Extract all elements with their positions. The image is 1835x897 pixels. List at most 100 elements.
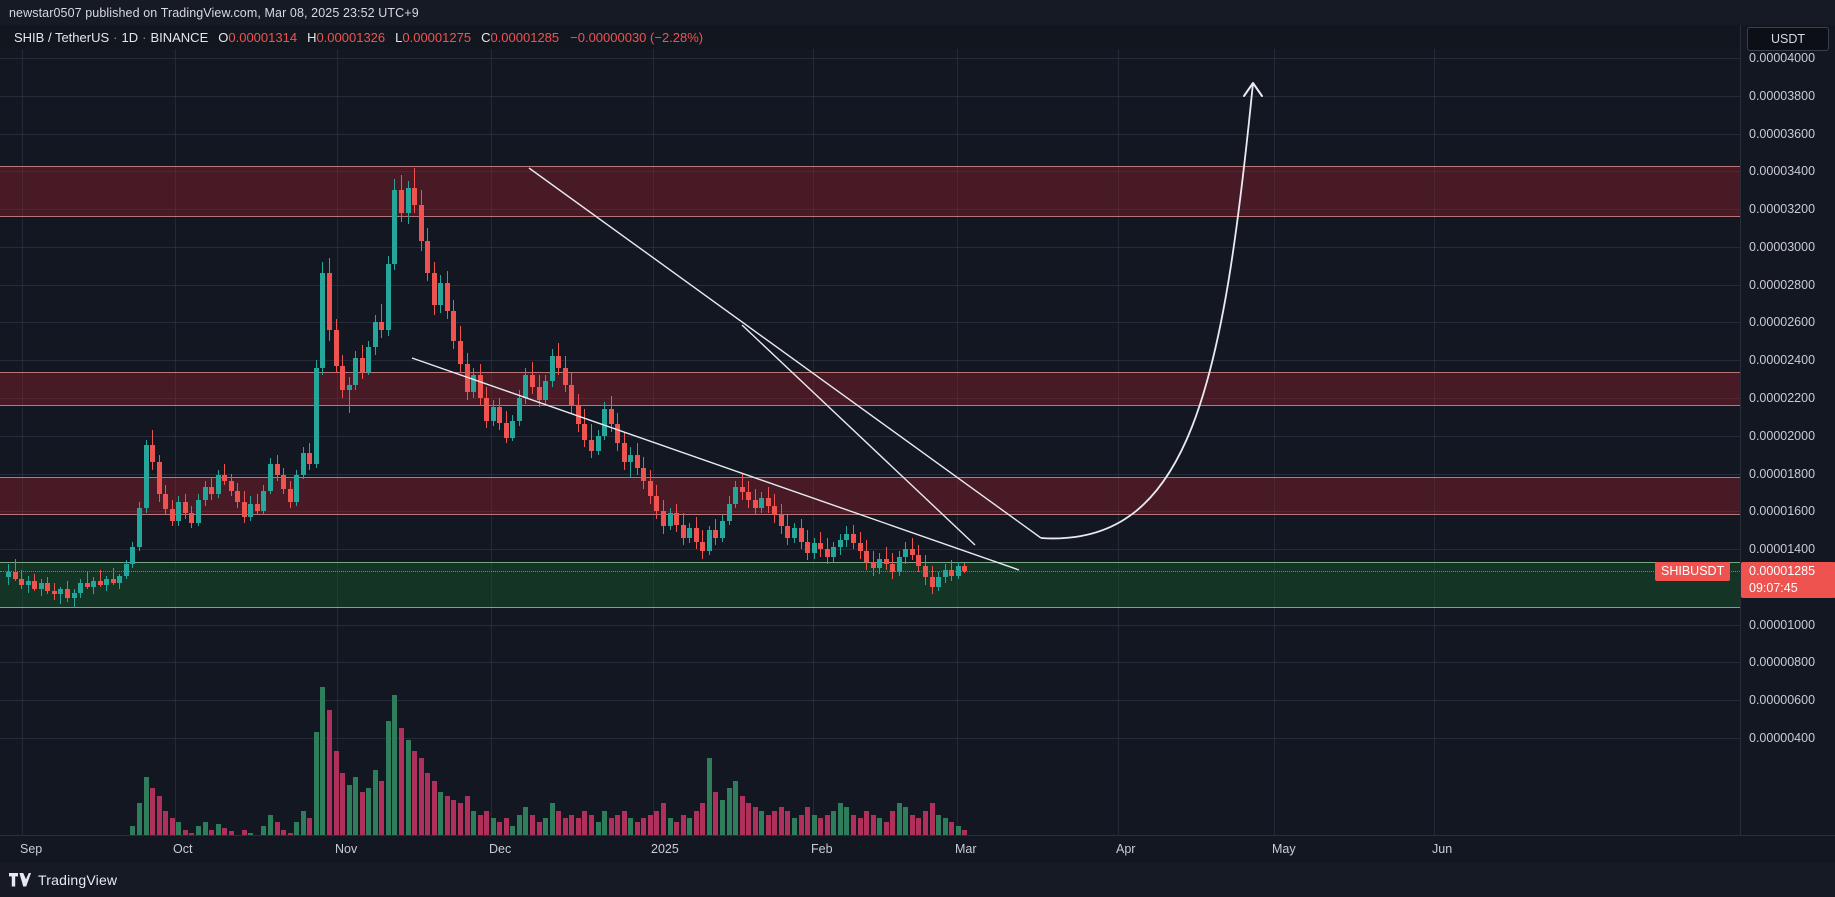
candle-body	[294, 475, 300, 502]
volume-bar	[169, 818, 175, 835]
bar-countdown: 09:07:45	[1749, 580, 1798, 595]
volume-bar	[182, 829, 188, 835]
candle-body	[438, 282, 444, 306]
volume-bar	[438, 792, 444, 835]
volume-bar	[687, 818, 693, 835]
candlestick	[45, 49, 51, 835]
volume-bar	[464, 795, 470, 835]
volume-bar	[719, 799, 725, 835]
candle-body	[765, 498, 771, 506]
volume-bar	[569, 814, 575, 835]
volume-bar	[549, 803, 555, 835]
volume-bar	[418, 758, 424, 835]
candle-body	[91, 581, 97, 587]
candle-body	[693, 528, 699, 542]
volume-bar	[248, 833, 254, 835]
legend-exchange[interactable]: BINANCE	[150, 29, 209, 45]
volume-bar	[333, 750, 339, 835]
candle-body	[733, 486, 739, 504]
volume-bar	[294, 822, 300, 835]
candlestick	[123, 49, 129, 835]
publish-header-bar: newstar0507 published on TradingView.com…	[0, 0, 1835, 25]
price-tick-label: 0.00001600	[1749, 504, 1816, 519]
candle-body	[287, 488, 293, 502]
time-axis[interactable]: Sep Oct Nov Dec 2025 Feb Mar Apr May Jun	[0, 835, 1835, 864]
candlestick	[425, 49, 431, 835]
candle-body	[543, 381, 549, 400]
candle-wick	[73, 588, 75, 608]
volume-bar	[759, 810, 765, 835]
candlestick	[418, 49, 424, 835]
chart-plot-area[interactable]	[0, 49, 1740, 835]
candle-body	[156, 462, 162, 495]
candle-body	[667, 513, 673, 527]
vertical-gridline	[175, 49, 176, 835]
time-tick-label: May	[1272, 842, 1296, 856]
candlestick	[281, 49, 287, 835]
candle-body	[163, 494, 169, 510]
candlestick	[261, 49, 267, 835]
candle-body	[392, 190, 398, 264]
price-tick-label: 0.00003200	[1749, 202, 1816, 217]
legend-interval[interactable]: 1D	[121, 29, 139, 45]
volume-bar	[156, 795, 162, 835]
candle-body	[497, 407, 503, 423]
candlestick	[412, 49, 418, 835]
candlestick	[451, 49, 457, 835]
legend-close-value: 0.00001285	[490, 29, 560, 45]
price-tick-label: 0.00002600	[1749, 315, 1816, 330]
candle-body	[353, 358, 359, 385]
volume-bar	[497, 822, 503, 835]
volume-bar	[444, 795, 450, 835]
tradingview-logo-icon	[9, 873, 31, 887]
horizontal-gridline	[0, 624, 1740, 626]
candle-wick	[224, 464, 226, 485]
volume-bar	[556, 810, 562, 835]
volume-bar	[746, 803, 752, 835]
candlestick	[241, 49, 247, 835]
price-tick-label: 0.00001400	[1749, 542, 1816, 557]
volume-bar	[503, 818, 509, 835]
candlestick	[202, 49, 208, 835]
volume-bar	[202, 822, 208, 835]
candlestick	[438, 49, 444, 835]
currency-chip[interactable]: USDT	[1747, 27, 1829, 51]
candle-body	[510, 420, 516, 438]
candlestick	[97, 49, 103, 835]
price-axis[interactable]: USDT 0.00004000 0.00003800 0.00003600 0.000…	[1740, 25, 1835, 835]
candle-body	[425, 241, 431, 274]
volume-bar	[647, 814, 653, 835]
candle-body	[45, 583, 51, 591]
volume-bar	[628, 818, 634, 835]
price-tick-label: 0.00003800	[1749, 88, 1816, 103]
volume-bar	[562, 818, 568, 835]
candle-body	[340, 365, 346, 391]
candlestick	[929, 49, 935, 835]
volume-bar	[222, 827, 228, 835]
tradingview-brand-label: TradingView	[38, 872, 118, 888]
candle-body	[719, 520, 725, 538]
volume-bar	[837, 803, 843, 835]
candle-body	[222, 475, 228, 482]
candle-body	[562, 367, 568, 385]
legend-close: C0.00001285	[481, 30, 559, 45]
candle-body	[523, 375, 529, 398]
candlestick	[51, 49, 57, 835]
vertical-gridline	[1434, 49, 1435, 835]
legend-separator-2: ·	[142, 29, 147, 45]
candle-body	[38, 583, 44, 589]
legend-symbol[interactable]: SHIB / TetherUS	[14, 29, 110, 45]
candle-body	[25, 581, 31, 585]
candlestick	[294, 49, 300, 835]
volume-bar	[844, 807, 850, 835]
volume-bar	[831, 810, 837, 835]
candle-body	[759, 498, 765, 508]
volume-bar	[654, 810, 660, 835]
candlestick	[32, 49, 38, 835]
volume-bar	[857, 818, 863, 835]
candlestick	[117, 49, 123, 835]
volume-bar	[706, 758, 712, 835]
volume-bar	[399, 728, 404, 835]
candle-wick	[112, 568, 114, 585]
candle-body	[32, 581, 38, 589]
